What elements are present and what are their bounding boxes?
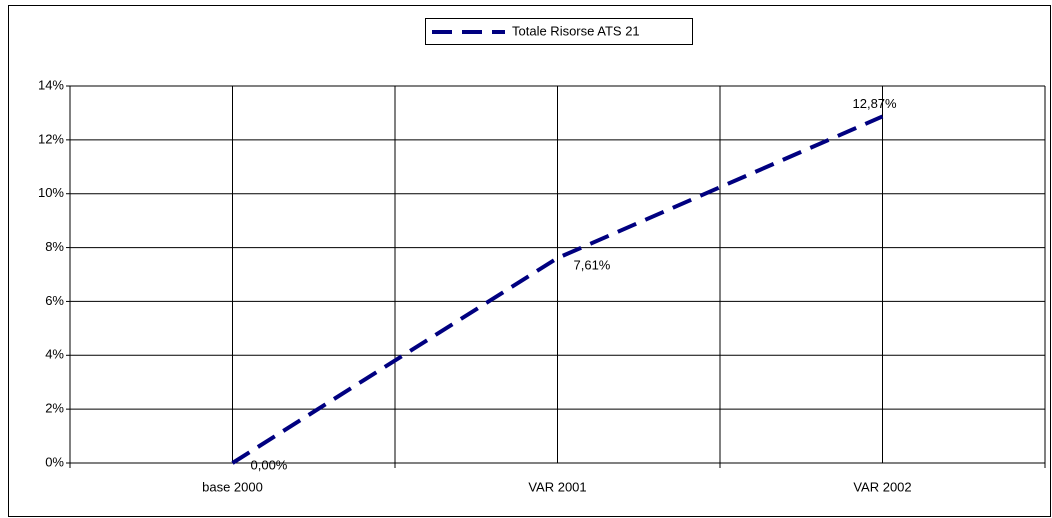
data-label: 7,61% bbox=[574, 258, 611, 273]
legend-label: Totale Risorse ATS 21 bbox=[512, 23, 640, 38]
y-tick-label: 6% bbox=[45, 293, 64, 308]
y-tick-label: 10% bbox=[38, 185, 64, 200]
x-tick-label: VAR 2002 bbox=[853, 479, 911, 494]
y-tick-label: 2% bbox=[45, 401, 64, 416]
chart-frame bbox=[8, 5, 1051, 517]
line-series bbox=[231, 114, 884, 465]
x-tick-label: base 2000 bbox=[202, 479, 263, 494]
x-tick-label: VAR 2001 bbox=[528, 479, 586, 494]
y-tick-label: 12% bbox=[38, 131, 64, 146]
y-tick-label: 0% bbox=[45, 454, 64, 469]
y-tick-label: 14% bbox=[38, 77, 64, 92]
data-label: 12,87% bbox=[853, 96, 898, 111]
y-tick-label: 4% bbox=[45, 347, 64, 362]
data-label: 0,00% bbox=[251, 457, 288, 472]
y-tick-label: 8% bbox=[45, 239, 64, 254]
